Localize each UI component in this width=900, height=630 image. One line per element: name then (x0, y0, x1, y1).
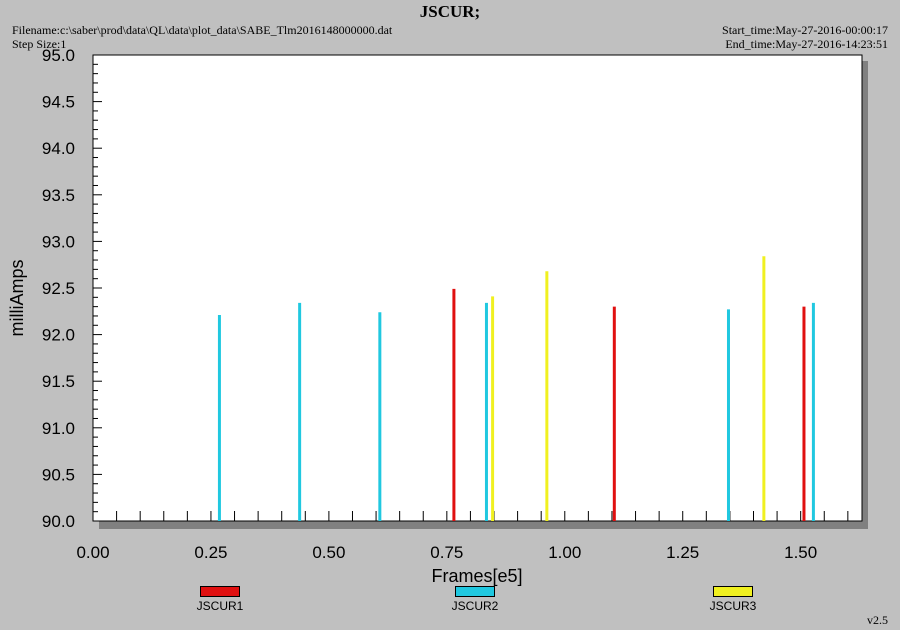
chart-title: JSCUR; (419, 2, 481, 21)
x-tick-label: 1.25 (666, 543, 699, 562)
y-tick-label: 92.5 (42, 279, 75, 298)
x-axis-title: Frames[e5] (431, 566, 522, 586)
start-time-label: Start_time:May-27-2016-00:00:17 (722, 23, 888, 37)
legend-item: JSCUR3 (688, 586, 778, 613)
end-time-label: End_time:May-27-2016-14:23:51 (725, 37, 888, 51)
y-tick-label: 94.5 (42, 93, 75, 112)
legend-item: JSCUR1 (175, 586, 265, 613)
filename-label: Filename:c:\saber\prod\data\QL\data\plot… (12, 23, 393, 37)
y-tick-label: 90.0 (42, 512, 75, 531)
data-marks (217, 256, 815, 521)
y-tick-label: 93.5 (42, 186, 75, 205)
x-tick-label: 0.00 (76, 543, 109, 562)
y-tick-label: 95.0 (42, 46, 75, 65)
x-tick-label: 1.00 (548, 543, 581, 562)
legend-swatch (455, 586, 495, 597)
step-size-label: Step Size:1 (12, 37, 67, 51)
y-tick-label: 94.0 (42, 139, 75, 158)
x-tick-label: 0.25 (194, 543, 227, 562)
legend-swatch (713, 586, 753, 597)
x-axis: 0.00 0.25 0.50 0.75 1.00 1.25 1.50 (76, 511, 849, 562)
legend-label: JSCUR3 (709, 599, 757, 613)
y-tick-label: 91.5 (42, 372, 75, 391)
legend-label: JSCUR2 (451, 599, 499, 613)
y-tick-label: 92.0 (42, 326, 75, 345)
version-label: v2.5 (867, 613, 888, 627)
y-axis: 90.0 90.5 91.0 91.5 92.0 92.5 93.0 93.5 94.0 94.5… (42, 46, 102, 531)
x-tick-label: 0.75 (430, 543, 463, 562)
legend-label: JSCUR1 (196, 599, 244, 613)
x-tick-label: 0.50 (312, 543, 345, 562)
legend-swatch (200, 586, 240, 597)
plot-background (92, 54, 863, 522)
y-tick-label: 90.5 (42, 465, 75, 484)
y-tick-label: 93.0 (42, 232, 75, 251)
y-tick-label: 91.0 (42, 419, 75, 438)
x-tick-label: 1.50 (784, 543, 817, 562)
legend-item: JSCUR2 (430, 586, 520, 613)
y-axis-title: milliAmps (7, 259, 27, 336)
